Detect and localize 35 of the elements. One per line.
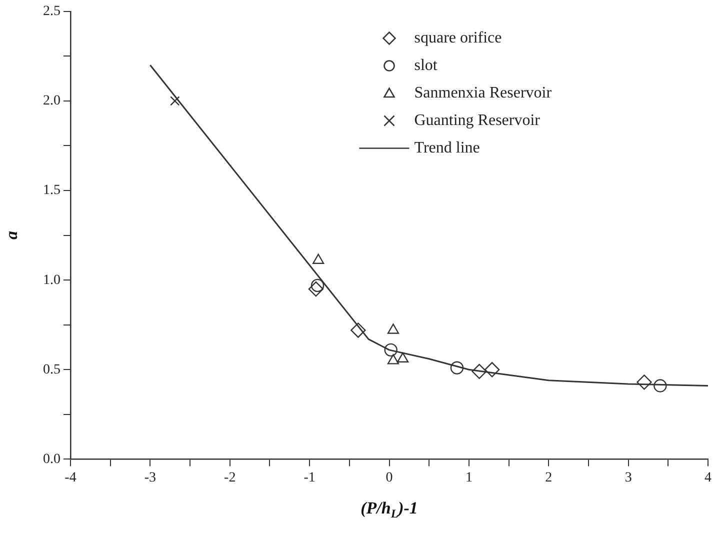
- y-tick-label: 1.0: [43, 272, 60, 288]
- x-tick-label: -3: [144, 470, 156, 486]
- point: [312, 254, 324, 264]
- legend-label: Trend line: [414, 139, 480, 156]
- point: [397, 352, 409, 362]
- y-tick-label: 0.0: [43, 452, 60, 467]
- x-tick-label: -2: [224, 470, 236, 486]
- x-tick-label: -1: [304, 470, 316, 486]
- legend-label: slot: [414, 56, 438, 74]
- y-tick-label: 1.5: [43, 183, 60, 198]
- point: [384, 343, 398, 357]
- point: [170, 96, 180, 106]
- legend-label: Sanmenxia Reservoir: [414, 84, 552, 102]
- legend-label: square orifice: [414, 29, 502, 46]
- x-tick-label: 0: [386, 470, 393, 486]
- y-tick-label: 0.5: [43, 362, 60, 378]
- x-tick-label: 2: [545, 470, 552, 486]
- point: [308, 281, 324, 297]
- point: [636, 374, 652, 390]
- y-tick-label: 2.0: [43, 94, 60, 109]
- x-tick-label: 3: [624, 470, 632, 486]
- point: [472, 364, 487, 380]
- x-tick-label: -4: [64, 470, 76, 486]
- point: [310, 278, 324, 292]
- point: [654, 379, 667, 392]
- point: [484, 362, 500, 378]
- point: [350, 322, 366, 338]
- y-tick-label: 2.5: [43, 4, 60, 20]
- point: [387, 324, 400, 334]
- point: [387, 354, 400, 364]
- x-tick-label: 4: [704, 470, 712, 486]
- y-axis-title: a: [2, 230, 21, 240]
- legend-label: Guanting Reservoir: [414, 112, 541, 129]
- x-tick-label: 1: [465, 470, 472, 486]
- point: [450, 361, 464, 374]
